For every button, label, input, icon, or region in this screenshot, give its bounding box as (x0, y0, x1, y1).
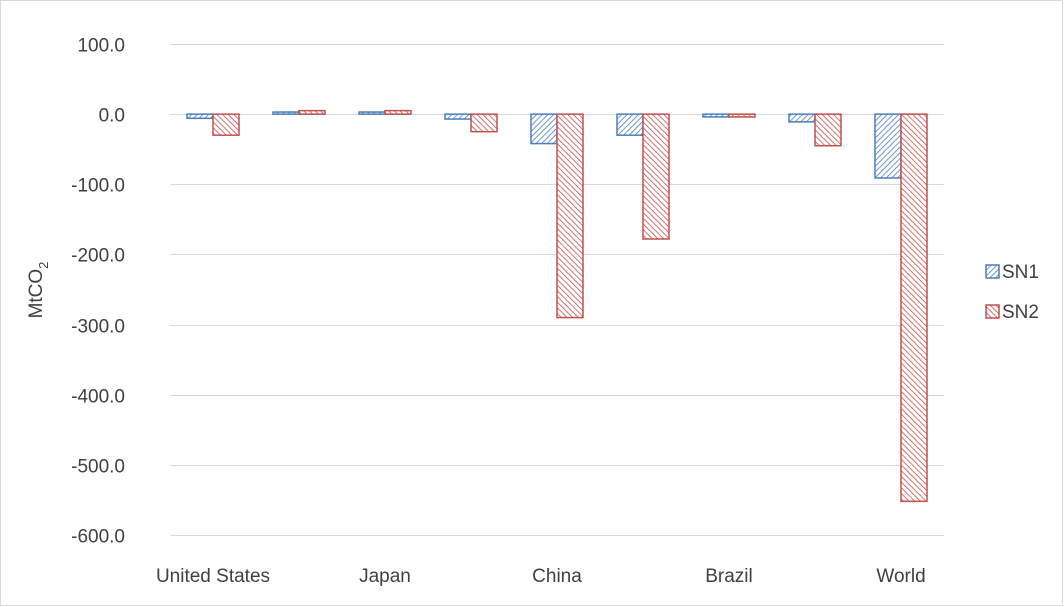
y-axis-tick-labels: 100.0 0.0 -100.0 -200.0 -300.0 -400.0 -500.0 -6… (71, 36, 125, 548)
bar-sn1 (788, 113, 816, 123)
y-tick-label: 100.0 (77, 36, 125, 57)
bar-sn2 (642, 113, 670, 240)
x-tick-label: United States (156, 566, 270, 587)
bar-sn1 (874, 113, 902, 179)
y-axis-title-main: MtCO (26, 269, 47, 319)
y-axis-title-subscript: 2 (36, 262, 51, 269)
y-tick-label: -500.0 (71, 457, 125, 478)
y-tick-label: 0.0 (99, 106, 125, 127)
bars (186, 109, 928, 503)
bar-sn1 (702, 113, 730, 118)
bar-sn1 (272, 111, 300, 115)
y-tick-label: -200.0 (71, 246, 125, 267)
bar-sn2 (556, 113, 584, 319)
bar-sn2 (384, 109, 412, 115)
y-tick-label: -400.0 (71, 387, 125, 408)
x-axis-tick-labels: United States Japan China Brazil World (156, 566, 926, 587)
bar-sn2 (814, 113, 842, 147)
legend: SN1 SN2 (985, 262, 1039, 323)
legend-label-sn2: SN2 (1002, 302, 1039, 323)
bar-sn1 (530, 113, 558, 145)
y-axis-title: MtCO2 (26, 262, 51, 319)
bar-sn1 (616, 113, 644, 136)
x-tick-label: China (532, 566, 582, 587)
y-tick-label: -100.0 (71, 176, 125, 197)
bar-sn2 (728, 113, 756, 118)
bar-sn2 (470, 113, 498, 133)
legend-swatch-sn2 (985, 304, 1000, 319)
y-tick-label: -600.0 (71, 527, 125, 548)
bar-sn2 (298, 109, 326, 115)
legend-swatch-sn1 (985, 264, 1000, 279)
bar-sn2 (900, 113, 928, 503)
y-tick-label: -300.0 (71, 317, 125, 338)
legend-label-sn1: SN1 (1002, 262, 1039, 283)
x-tick-label: Brazil (705, 566, 753, 587)
bar-sn2 (212, 113, 240, 136)
bar-sn1 (186, 113, 214, 120)
x-tick-label: Japan (359, 566, 411, 587)
bar-sn1 (358, 111, 386, 115)
bar-sn1 (444, 113, 472, 120)
x-tick-label: World (876, 566, 925, 587)
